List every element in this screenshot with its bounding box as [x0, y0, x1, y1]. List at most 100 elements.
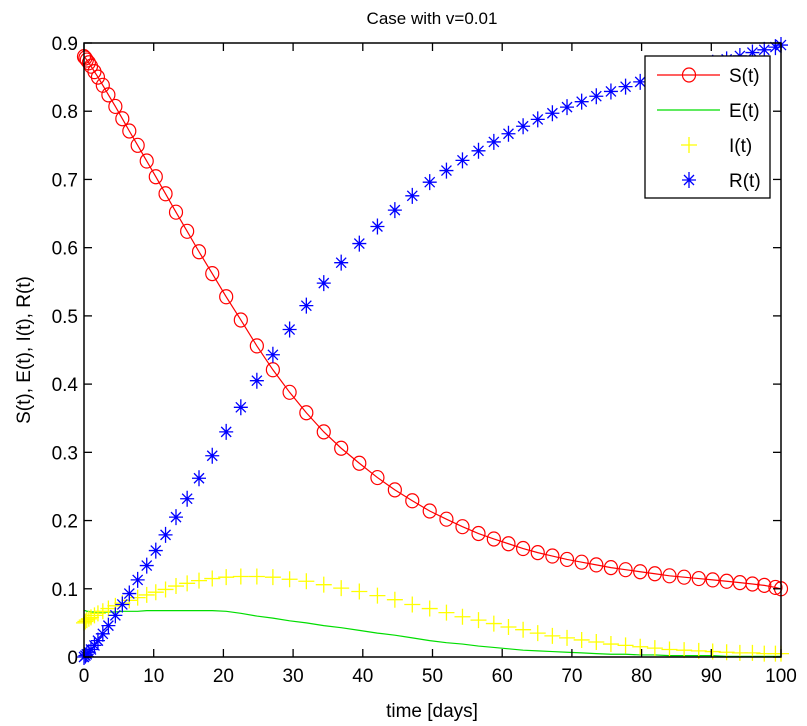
series-st	[76, 49, 789, 597]
data-point-st	[757, 577, 772, 593]
legend-item-it: I(t)	[681, 136, 752, 157]
data-point-st	[471, 525, 486, 542]
legend: S(t) E(t) I(t) R(t)	[644, 55, 771, 199]
data-point-it	[544, 627, 561, 644]
data-point-rt	[405, 187, 420, 204]
data-point-st	[387, 482, 402, 498]
data-point-it	[191, 572, 208, 589]
data-point-st	[618, 562, 633, 578]
legend-marker-rt	[682, 172, 696, 188]
data-point-it	[351, 583, 368, 600]
data-point-st	[115, 111, 130, 127]
data-point-st	[662, 568, 677, 584]
data-point-rt	[115, 596, 130, 613]
data-point-rt	[90, 632, 105, 649]
data-point-st	[677, 569, 692, 585]
x-tick-label: 70	[561, 666, 582, 687]
data-point-rt	[249, 372, 264, 389]
data-point-rt	[352, 235, 367, 252]
legend-marker-it	[681, 137, 697, 153]
data-point-it	[157, 581, 174, 598]
data-point-rt	[265, 346, 280, 363]
data-point-rt	[316, 275, 331, 292]
data-point-st	[122, 123, 137, 139]
data-point-st	[130, 137, 145, 153]
y-tick-label: 0.9	[52, 34, 78, 55]
data-point-st	[282, 384, 297, 400]
data-point-it	[661, 641, 678, 658]
y-tick-label: 0.4	[52, 375, 79, 396]
data-point-rt	[757, 41, 772, 58]
data-point-it	[421, 600, 438, 617]
x-tick-label: 40	[352, 666, 373, 687]
y-tick-label: 0.3	[52, 443, 78, 464]
data-point-it	[129, 589, 146, 606]
data-point-it	[369, 587, 386, 604]
data-point-st	[158, 186, 173, 202]
data-point-st	[439, 511, 454, 527]
legend-label-it: I(t)	[729, 136, 752, 157]
data-point-st	[574, 554, 589, 570]
data-point-it	[454, 608, 471, 625]
data-point-rt	[516, 118, 531, 135]
legend-item-et: E(t)	[657, 101, 760, 122]
data-point-st	[90, 69, 106, 85]
data-point-st	[205, 265, 220, 282]
data-point-it	[218, 569, 235, 586]
data-point-st	[352, 455, 367, 471]
x-tick-label: 0	[79, 666, 90, 687]
data-point-rt	[574, 93, 589, 110]
data-point-st	[249, 338, 264, 354]
data-point-rt	[282, 321, 297, 338]
data-point-it	[248, 568, 265, 585]
data-point-rt	[192, 470, 207, 487]
y-tick-label: 0.1	[52, 580, 78, 601]
data-point-st	[559, 551, 575, 568]
data-point-it	[529, 625, 546, 642]
data-point-rt	[633, 73, 648, 90]
data-point-st	[455, 519, 470, 535]
data-point-it	[264, 569, 281, 586]
y-axis-label: S(t), E(t), I(t), R(t)	[14, 276, 35, 424]
data-point-rt	[530, 111, 545, 128]
y-tick-label: 0.7	[52, 170, 78, 191]
legend-label-st: S(t)	[729, 66, 760, 87]
data-point-rt	[108, 607, 123, 624]
data-point-it	[744, 644, 761, 661]
data-point-st	[316, 424, 331, 440]
legend-marker-st	[681, 67, 697, 83]
data-point-st	[647, 566, 662, 582]
data-point-rt	[233, 399, 248, 416]
data-point-it	[632, 638, 649, 655]
data-point-it	[676, 642, 693, 659]
data-point-st	[233, 312, 248, 328]
data-point-it	[138, 586, 155, 603]
data-point-it	[404, 596, 421, 613]
data-point-st	[422, 503, 437, 519]
data-point-st	[139, 153, 154, 169]
data-point-st	[545, 548, 560, 564]
data-point-st	[265, 362, 280, 378]
data-point-it	[82, 609, 99, 626]
data-point-it	[617, 637, 634, 654]
data-point-rt	[219, 423, 234, 440]
x-tick-label: 20	[213, 666, 234, 687]
data-point-st	[501, 536, 516, 552]
y-tick-label: 0.2	[52, 512, 78, 533]
data-point-it	[315, 576, 332, 593]
data-point-st	[370, 469, 385, 486]
data-point-rt	[169, 509, 184, 526]
data-point-it	[588, 633, 605, 650]
axis-ticks: 0 10 20 30 40 50 60 70 80 90 100 0 0.1 0.2 0.3 0.4 0.5 0.…	[52, 34, 797, 687]
data-point-rt	[122, 585, 137, 602]
data-point-it	[500, 618, 517, 635]
legend-box	[644, 55, 771, 199]
data-point-it	[485, 615, 502, 632]
data-point-it	[298, 573, 315, 590]
data-point-rt	[439, 162, 454, 179]
data-point-rt	[205, 447, 220, 464]
data-point-rt	[130, 571, 145, 588]
y-tick-label: 0.6	[52, 239, 78, 260]
data-point-it	[646, 640, 663, 657]
